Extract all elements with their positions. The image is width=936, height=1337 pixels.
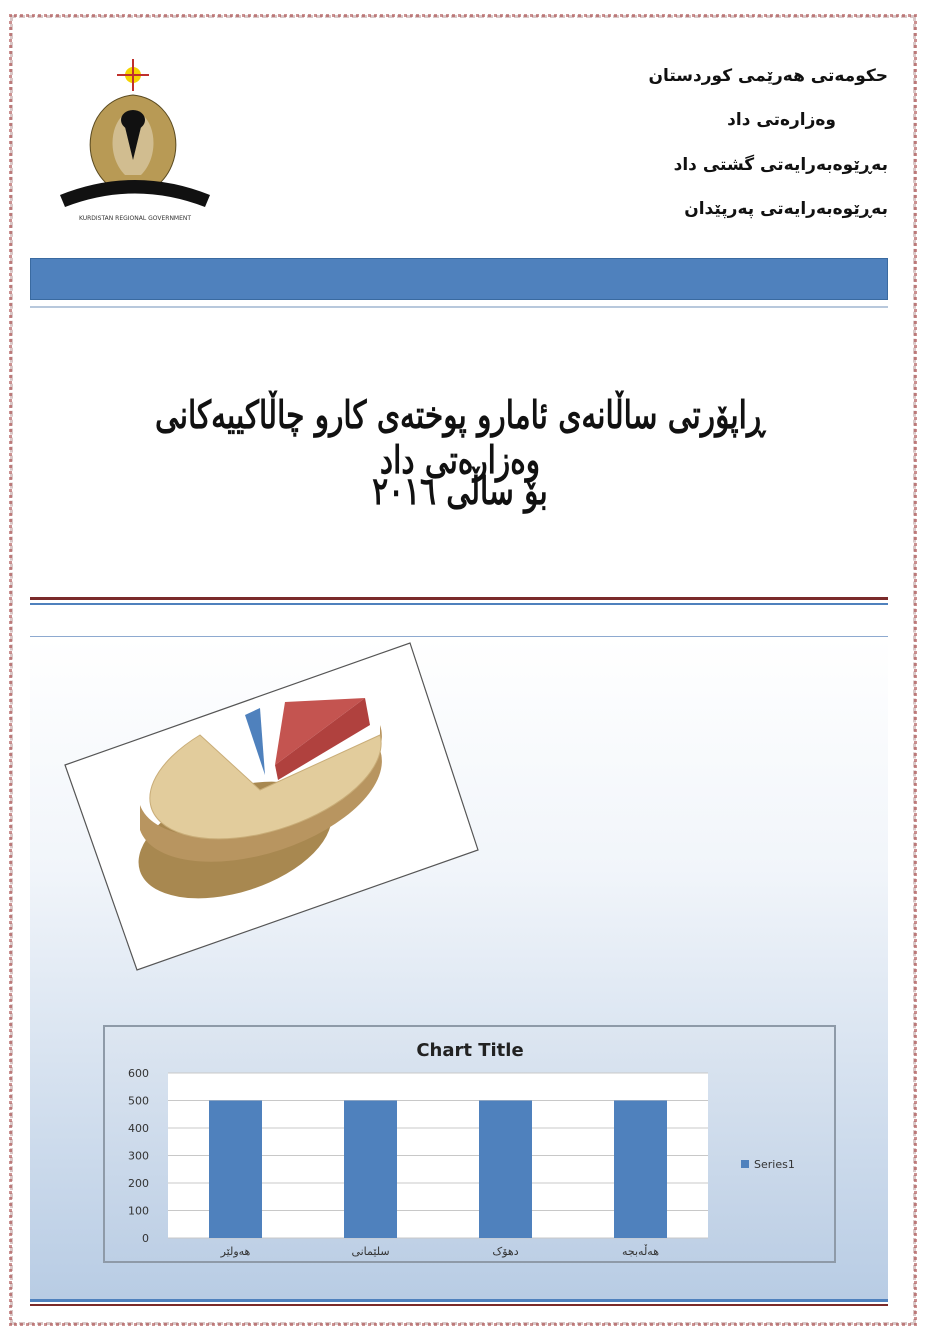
divider: [30, 597, 888, 600]
chart-title: Chart Title: [416, 1040, 523, 1061]
y-tick-label: 0: [142, 1232, 149, 1245]
bar: [344, 1100, 397, 1238]
page-border: [9, 14, 917, 1326]
divider: [30, 603, 888, 605]
bar: [479, 1100, 532, 1238]
bar: [209, 1100, 262, 1238]
y-tick-label: 600: [128, 1067, 149, 1080]
legend-swatch: [741, 1160, 749, 1168]
divider: [30, 636, 888, 637]
y-tick-label: 300: [128, 1150, 149, 1163]
krg-logo: KURDISTAN REGIONAL GOVERNMENT: [60, 59, 210, 222]
divider: [30, 306, 888, 308]
x-tick-label: هەڵەبجە: [622, 1244, 659, 1258]
divider: [30, 1304, 888, 1306]
y-tick-label: 400: [128, 1122, 149, 1135]
legend-label: Series1: [754, 1158, 795, 1171]
header-line: بەڕێوەبەرایەتی پەرپێدان: [684, 199, 888, 219]
x-tick-label: سلێمانی: [351, 1245, 389, 1258]
y-tick-label: 200: [128, 1177, 149, 1190]
x-tick-label: هەولێر: [220, 1245, 251, 1258]
divider: [30, 1299, 888, 1302]
report-subtitle: بۆ ساڵی ٢٠١٦: [372, 468, 548, 513]
header-line: حکومەتی هەرێمی کوردستان: [648, 66, 888, 86]
report-title: ڕاپۆرتی ساڵانەی ئامارو پوختەی کارو چاڵاک…: [155, 392, 765, 482]
header-line: بەڕێوەبەرایەتی گشتی داد: [673, 155, 888, 175]
bar: [614, 1100, 667, 1238]
y-tick-label: 100: [128, 1205, 149, 1218]
logo-caption: KURDISTAN REGIONAL GOVERNMENT: [79, 215, 191, 222]
header-line: وەزارەتی داد: [727, 110, 836, 130]
x-tick-label: دهۆک: [492, 1245, 518, 1258]
header-band: [30, 258, 888, 300]
pie-picture: [64, 642, 479, 971]
bar-chart: Chart Title 0 100 200 300 400 500 600 هەولێر سلێم…: [103, 1025, 836, 1263]
y-tick-label: 500: [128, 1095, 149, 1108]
